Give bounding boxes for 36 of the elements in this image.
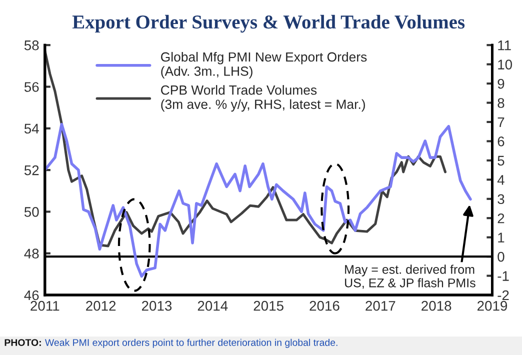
y-tick-label: 54: [24, 124, 39, 134]
x-tick-label: 2012: [86, 300, 116, 311]
annotation: May = est. derived from US, EZ & JP flash PMIs: [345, 264, 476, 289]
x-tick-label: 2017: [366, 300, 396, 311]
y2-tick-label: 1: [498, 232, 504, 242]
y2-tick-label: 2: [498, 213, 504, 224]
x-tick-label: 2014: [198, 300, 228, 311]
y2-tick-label: 10: [498, 60, 512, 70]
text: PHOTO:: [4, 339, 41, 346]
chart-title: Export Order Surveys & World Trade Volumes: [72, 14, 465, 33]
legend-label: Global Mfg PMI New Export Orders (Adv. 3m., LHS): [161, 52, 367, 78]
x-tick-label: 2013: [142, 300, 172, 311]
x-tick-label: 2011: [30, 300, 60, 311]
x-tick-label: 2016: [310, 300, 340, 311]
x-tick-label: 2018: [422, 300, 452, 311]
text: Weak PMI export orders point to further deterioration in global trade.: [44, 338, 338, 348]
y-tick-label: 48: [24, 248, 39, 259]
y-tick-label: 56: [24, 82, 39, 92]
y2-tick-label: 11: [498, 40, 511, 50]
y2-tick-label: 4: [497, 175, 504, 185]
y2-tick-label: -1: [498, 271, 509, 281]
y-tick-label: 58: [24, 40, 39, 50]
x-tick-label: 2015: [254, 300, 284, 311]
y2-tick-label: 6: [498, 136, 504, 146]
x-tick-label: 2019: [478, 300, 508, 311]
y2-tick-label: 3: [498, 194, 504, 204]
y2-tick-label: 8: [498, 98, 504, 108]
y2-tick-label: 7: [498, 117, 504, 128]
y-tick-label: 50: [24, 207, 39, 217]
y2-tick-label: 0: [498, 252, 504, 262]
y-tick-label: 52: [24, 165, 39, 176]
y-tick-label: 46: [24, 290, 39, 300]
legend-label: CPB World Trade Volumes (3m ave. % y/y, RHS, latest = Mar.): [161, 85, 365, 112]
y2-tick-label: 9: [498, 78, 504, 89]
y2-tick-label: -2: [498, 290, 509, 300]
y2-tick-label: 5: [498, 156, 504, 166]
